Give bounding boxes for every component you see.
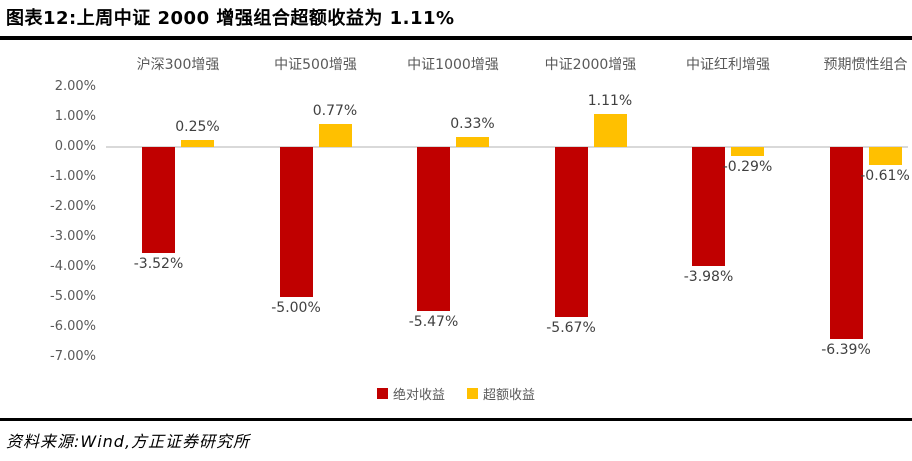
bar-excess-5 [868, 147, 902, 166]
bar-chart: 绝对收益 超额收益 2.00% 1.00% 0.00% -1.00% -2.00% -3.… [0, 48, 912, 412]
category-label: 中证红利增强 [686, 57, 770, 73]
category-label: 预期惯性组合 [823, 57, 908, 73]
source-note: 资料来源:Wind,方正证券研究所 [6, 432, 251, 451]
bar-excess-4 [731, 147, 764, 156]
category-label: 沪深300增强 [136, 57, 220, 73]
legend-swatch-excess [467, 388, 478, 399]
legend-item-absolute: 绝对收益 [376, 384, 445, 403]
title-divider [0, 36, 912, 40]
bar-absolute-4 [692, 147, 725, 267]
legend-label-excess: 超额收益 [483, 388, 536, 403]
value-label: 1.11% [587, 92, 633, 109]
y-tick-label: -1.00% [50, 169, 96, 184]
bar-excess-0 [181, 139, 214, 147]
y-tick-label: 1.00% [54, 109, 96, 124]
bar-absolute-2 [417, 147, 450, 312]
value-label: -5.67% [546, 320, 596, 337]
bar-absolute-1 [279, 147, 313, 297]
legend-label-absolute: 绝对收益 [392, 388, 445, 403]
value-label: -3.98% [683, 269, 734, 286]
value-label: -5.00% [271, 300, 321, 316]
value-label: -6.39% [821, 341, 871, 358]
y-tick-label: -2.00% [50, 199, 96, 214]
value-label: -3.52% [133, 255, 184, 272]
value-label: -0.29% [722, 158, 773, 175]
bar-absolute-3 [554, 147, 588, 318]
legend-item-excess: 超额收益 [467, 384, 535, 403]
source-divider [0, 418, 912, 421]
value-label: 0.33% [450, 116, 495, 133]
y-tick-label: -3.00% [50, 229, 96, 244]
y-tick-label: -4.00% [50, 259, 96, 274]
y-tick-label: -6.00% [50, 319, 96, 334]
y-tick-label: -5.00% [50, 289, 96, 304]
figure-title: 图表12:上周中证 2000 增强组合超额收益为 1.11% [6, 8, 455, 29]
x-axis-line [106, 146, 908, 148]
value-label: -0.61% [860, 168, 910, 185]
legend-swatch-absolute [376, 388, 388, 399]
category-label: 中证1000增强 [407, 57, 499, 73]
value-label: 0.77% [312, 102, 358, 119]
bar-absolute-5 [829, 147, 863, 339]
bar-excess-1 [318, 123, 352, 147]
y-tick-label: 0.00% [54, 139, 96, 154]
bar-excess-2 [456, 137, 489, 147]
bar-absolute-0 [142, 147, 175, 253]
category-label: 中证2000增强 [544, 57, 637, 73]
category-label: 中证500增强 [274, 57, 357, 73]
y-tick-label: 2.00% [54, 79, 96, 94]
value-label: -5.47% [408, 314, 459, 331]
y-tick-label: -7.00% [50, 349, 96, 364]
chart-legend: 绝对收益 超额收益 [0, 384, 912, 403]
value-label: 0.25% [175, 118, 220, 135]
bar-excess-3 [593, 113, 627, 147]
